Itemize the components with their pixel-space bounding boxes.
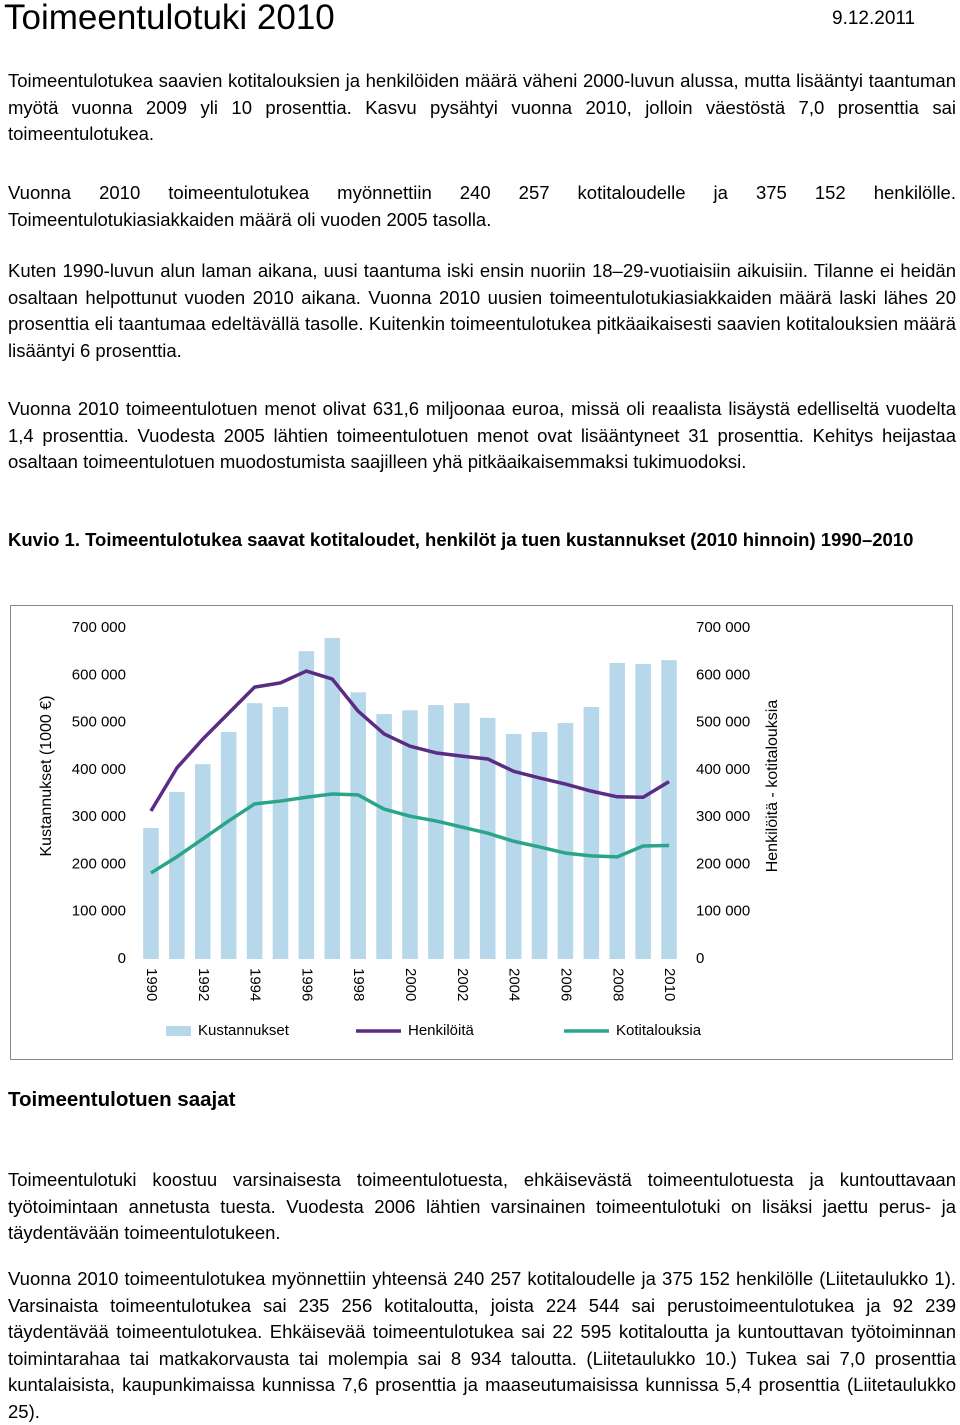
y-tick-label: 500 000: [72, 714, 126, 731]
x-tick-label: 2000: [402, 968, 419, 1001]
bar: [298, 651, 315, 959]
bar: [272, 706, 289, 959]
bar: [246, 703, 263, 959]
figure-title: Toimeentulotukea saavat kotitaloudet, he…: [85, 529, 914, 550]
line: [149, 669, 670, 812]
y2-tick-label: 400 000: [696, 761, 750, 778]
x-tick-label: 1992: [195, 968, 212, 1001]
x-tick-label: 1998: [350, 968, 367, 1001]
paragraph: Kuten 1990-luvun alun laman aikana, uusi…: [8, 260, 956, 361]
y-axis-title: Kustannukset (1000 €): [38, 696, 55, 857]
bar: [194, 764, 211, 959]
y2-tick-label: 100 000: [696, 903, 750, 920]
bar: [350, 692, 366, 959]
bar: [428, 705, 444, 959]
y2-tick-label: 300 000: [696, 808, 750, 825]
x-tick-label: 1996: [298, 968, 315, 1001]
legend-swatch: [166, 1026, 191, 1036]
figure-caption: Kuvio 1. Toimeentulotukea saavat kotital…: [8, 527, 956, 554]
bar: [169, 792, 185, 959]
bar: [479, 717, 496, 959]
chart: 0 100 000 200 000 300 000 400 000 500 000 600 …: [10, 605, 953, 1060]
section-heading: Toimeentulotuen saajat: [8, 1088, 236, 1111]
y-tick-label: 200 000: [72, 855, 126, 872]
paragraph: Vuonna 2010 toimeentulotukea myönnettiin…: [8, 182, 956, 230]
x-tick-label: 2010: [661, 968, 678, 1001]
x-tick-label: 2008: [609, 968, 626, 1001]
paragraph: Vuonna 2010 toimeentulotuen menot olivat…: [8, 398, 956, 472]
y2-tick-label: 0: [696, 950, 704, 967]
x-tick-label: 2006: [557, 968, 574, 1001]
bar: [402, 710, 418, 959]
y-tick-label: 100 000: [72, 903, 126, 920]
bar: [557, 723, 574, 959]
bar: [324, 637, 341, 959]
x-tick-label: 2002: [454, 968, 471, 1001]
bar: [505, 733, 522, 959]
y2-tick-label: 200 000: [696, 855, 750, 872]
bar: [376, 714, 392, 959]
y-tick-label: 0: [118, 950, 126, 967]
paragraph: Toimeentulotukea saavien kotitalouksien …: [8, 70, 956, 144]
y-tick-label: 700 000: [72, 619, 126, 636]
y-tick-label: 300 000: [72, 808, 126, 825]
legend-label: Kustannukset: [198, 1022, 290, 1039]
y2-tick-label: 600 000: [696, 666, 750, 683]
line: [150, 792, 670, 875]
figure-label: Kuvio 1.: [8, 529, 80, 550]
y2-axis-title: Henkilöitä - kotitalouksia: [764, 700, 781, 873]
bar: [661, 660, 677, 959]
paragraph: Toimeentulotuki koostuu varsinaisesta to…: [8, 1169, 956, 1243]
y2-tick-label: 500 000: [696, 714, 750, 731]
y-tick-label: 600 000: [72, 666, 126, 683]
x-tick-label: 2004: [506, 968, 523, 1001]
paragraph: Vuonna 2010 toimeentulotukea myönnettiin…: [8, 1268, 956, 1422]
y-tick-label: 400 000: [72, 761, 126, 778]
bar: [583, 706, 600, 959]
bar: [143, 828, 159, 959]
legend-label: Henkilöitä: [408, 1022, 475, 1039]
y2-tick-label: 700 000: [696, 619, 750, 636]
x-tick-label: 1990: [143, 968, 160, 1001]
date: 9.12.2011: [832, 8, 916, 29]
x-tick-label: 1994: [247, 968, 264, 1001]
bar: [635, 663, 651, 959]
legend-label: Kotitalouksia: [616, 1022, 702, 1039]
bar: [609, 662, 626, 959]
bar: [454, 703, 470, 959]
bar: [220, 732, 237, 959]
title: Toimeentulotuki 2010: [4, 0, 335, 37]
